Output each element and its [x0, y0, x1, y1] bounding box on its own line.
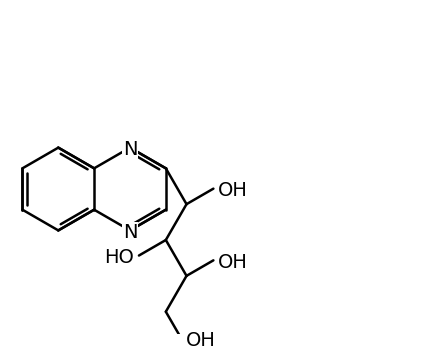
Text: HO: HO	[104, 248, 134, 267]
Text: OH: OH	[186, 331, 216, 350]
Text: OH: OH	[218, 253, 248, 272]
Text: N: N	[122, 140, 137, 159]
Text: OH: OH	[218, 181, 248, 200]
Text: N: N	[122, 223, 137, 242]
